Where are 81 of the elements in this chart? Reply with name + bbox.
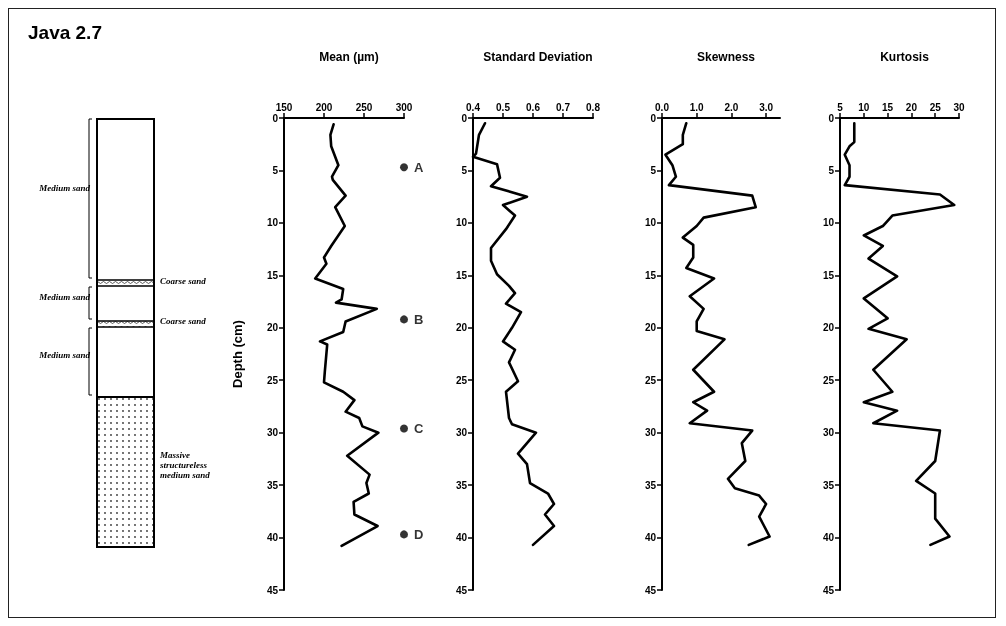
chart-title: Kurtosis xyxy=(880,50,930,64)
y-tick-label: 30 xyxy=(822,427,835,439)
x-tick-label: 20 xyxy=(905,101,918,113)
data-label: D xyxy=(414,526,424,542)
point xyxy=(400,163,408,172)
y-tick-label: 0 xyxy=(461,112,468,124)
y-tick-label: 15 xyxy=(455,269,468,281)
x-tick-label: 0.5 xyxy=(496,101,511,113)
text: Java 2.7 xyxy=(28,22,102,44)
x-tick-label: 300 xyxy=(395,101,413,113)
text: Medium sand xyxy=(38,350,90,360)
x-tick-label: 1.0 xyxy=(689,101,705,113)
point xyxy=(400,530,408,539)
y-tick-label: 40 xyxy=(644,532,657,544)
text: Massive structureless medium sand xyxy=(160,450,211,480)
y-tick-label: 10 xyxy=(455,217,468,229)
y-tick-label: 15 xyxy=(822,269,835,281)
data-label: C xyxy=(414,420,424,436)
y-tick-label: 30 xyxy=(455,427,468,439)
x-tick-label: 15 xyxy=(882,101,894,113)
y-tick-label: 35 xyxy=(266,479,279,491)
x-tick-label: 0.4 xyxy=(466,101,481,113)
x-tick-label: 25 xyxy=(929,101,942,113)
y-tick-label: 5 xyxy=(461,164,468,176)
y-tick-label: 35 xyxy=(822,479,835,491)
y-tick-label: 40 xyxy=(266,532,279,544)
y-tick-label: 25 xyxy=(455,374,468,386)
y-tick-label: 0 xyxy=(650,112,657,124)
y-tick-label: 25 xyxy=(644,374,657,386)
y-tick-label: 20 xyxy=(455,322,468,334)
text: Medium sand xyxy=(38,292,90,302)
y-tick-label: 5 xyxy=(828,164,835,176)
point xyxy=(400,424,408,433)
line-series xyxy=(313,122,380,548)
y-tick-label: 20 xyxy=(644,322,657,334)
x-tick-label: 150 xyxy=(275,101,293,113)
y-tick-label: 5 xyxy=(650,164,657,176)
x-tick-label: 200 xyxy=(315,101,333,113)
text: Coarse sand xyxy=(160,316,207,326)
x-tick-label: 5 xyxy=(837,101,844,113)
line-series xyxy=(843,121,956,547)
y-tick-label: 25 xyxy=(266,374,279,386)
y-tick-label: 45 xyxy=(822,584,835,596)
y-tick-label: 30 xyxy=(644,427,657,439)
x-tick-label: 3.0 xyxy=(759,101,774,113)
y-tick-label: 20 xyxy=(822,322,835,334)
y-axis-title: Depth (cm) xyxy=(230,320,245,388)
x-tick-label: 2.0 xyxy=(724,101,739,113)
x-tick-label: 0.7 xyxy=(556,101,571,113)
x-tick-label: 0.8 xyxy=(586,101,601,113)
y-tick-label: 10 xyxy=(266,217,279,229)
y-tick-label: 15 xyxy=(644,269,657,281)
data-label: B xyxy=(414,311,424,327)
point xyxy=(400,315,408,324)
y-tick-label: 45 xyxy=(455,584,468,596)
x-tick-label: 10 xyxy=(858,101,870,113)
x-tick-label: 0.0 xyxy=(655,101,670,113)
y-tick-label: 40 xyxy=(822,532,835,544)
x-tick-label: 0.6 xyxy=(526,101,541,113)
y-tick-label: 10 xyxy=(822,217,835,229)
y-tick-label: 45 xyxy=(266,584,279,596)
x-tick-label: 250 xyxy=(355,101,373,113)
y-tick-label: 40 xyxy=(455,532,468,544)
chart-title: Standard Deviation xyxy=(483,50,593,64)
y-tick-label: 10 xyxy=(644,217,657,229)
y-tick-label: 45 xyxy=(644,584,657,596)
x-tick-label: 30 xyxy=(953,101,965,113)
chart-title: Skewness xyxy=(696,50,756,64)
y-tick-label: 35 xyxy=(455,479,468,491)
chart-title: Mean (µm) xyxy=(319,50,379,64)
y-tick-label: 5 xyxy=(272,164,279,176)
y-tick-label: 20 xyxy=(266,322,279,334)
y-tick-label: 0 xyxy=(828,112,835,124)
y-tick-label: 0 xyxy=(272,112,279,124)
y-tick-label: 25 xyxy=(822,374,835,386)
data-label: A xyxy=(414,159,424,175)
text: Medium sand xyxy=(38,183,90,193)
y-tick-label: 15 xyxy=(266,269,279,281)
y-tick-label: 35 xyxy=(644,479,657,491)
text: Coarse sand xyxy=(160,276,207,286)
y-tick-label: 30 xyxy=(266,427,279,439)
